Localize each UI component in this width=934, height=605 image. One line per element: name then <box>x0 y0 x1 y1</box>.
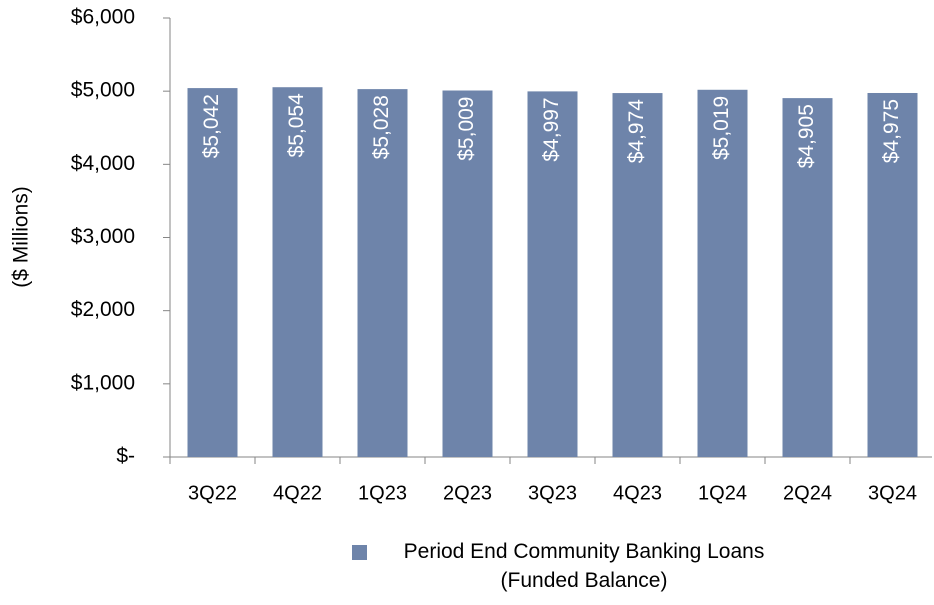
x-tick-label: 4Q23 <box>613 482 662 504</box>
bar <box>612 93 663 457</box>
y-tick-label: $6,000 <box>71 6 135 29</box>
value-label: $5,019 <box>710 96 733 160</box>
legend-swatch <box>352 545 367 560</box>
y-axis-title: ($ Millions) <box>10 186 33 288</box>
value-label: $4,975 <box>880 99 903 163</box>
value-label: $4,974 <box>625 99 648 164</box>
x-tick-label: 1Q23 <box>358 482 407 504</box>
x-tick-label: 2Q23 <box>443 482 492 504</box>
bar <box>442 90 493 457</box>
y-tick-label: $3,000 <box>71 225 135 248</box>
bar <box>867 92 918 457</box>
y-tick-label: $2,000 <box>71 298 135 321</box>
y-tick-label: $4,000 <box>71 152 135 175</box>
y-tick-label: $- <box>116 445 135 468</box>
value-label: $4,997 <box>540 97 563 161</box>
bar <box>782 98 833 458</box>
bar <box>357 89 408 458</box>
x-tick-label: 3Q23 <box>528 482 577 504</box>
value-label: $5,042 <box>200 94 223 158</box>
value-label: $5,028 <box>370 95 393 159</box>
y-tick-label: $5,000 <box>71 79 135 102</box>
y-tick-label: $1,000 <box>71 371 135 394</box>
bar <box>527 91 578 457</box>
value-label: $5,054 <box>285 93 308 158</box>
bar <box>187 88 238 458</box>
x-tick-label: 2Q24 <box>783 482 832 504</box>
x-tick-label: 3Q24 <box>868 482 917 504</box>
x-tick-label: 1Q24 <box>698 482 747 504</box>
value-label: $5,009 <box>455 97 478 161</box>
bar <box>697 89 748 458</box>
x-tick-label: 4Q22 <box>273 482 322 504</box>
legend-label: Period End Community Banking Loans (Fund… <box>403 540 765 592</box>
value-label: $4,905 <box>795 104 818 168</box>
x-tick-label: 3Q22 <box>188 482 237 504</box>
bar <box>272 87 323 457</box>
